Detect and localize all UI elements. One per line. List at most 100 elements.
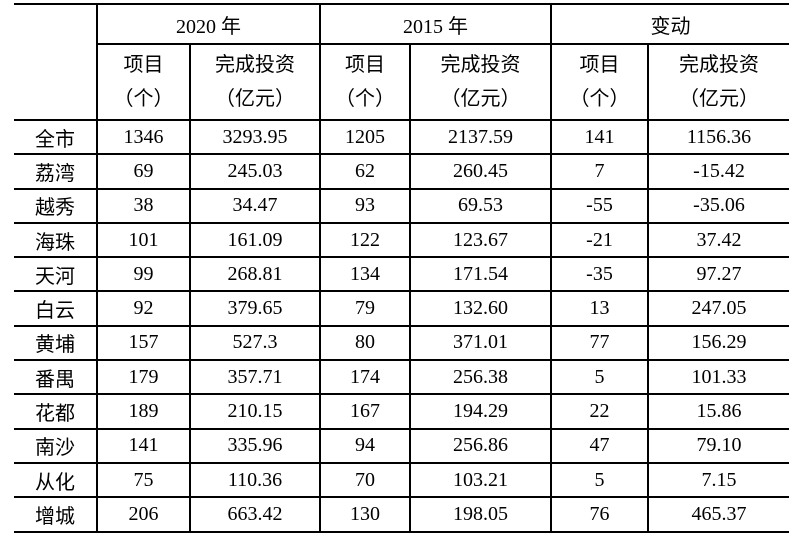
value-cell: 132.60 xyxy=(409,290,552,327)
value-cell: 157 xyxy=(96,324,191,362)
table-row: 荔湾 69 245.03 62 260.45 7 -15.42 xyxy=(14,153,789,190)
value-cell: 69 xyxy=(96,153,191,190)
value-cell: 69.53 xyxy=(409,187,552,224)
value-cell: 1156.36 xyxy=(647,118,789,156)
value-cell: 76 xyxy=(550,496,649,533)
header-investment-unit: （亿元） xyxy=(440,88,521,110)
table-row: 增城 206 663.42 130 198.05 76 465.37 xyxy=(14,496,789,533)
value-cell: 357.71 xyxy=(189,359,321,396)
value-cell: 371.01 xyxy=(409,324,552,362)
corner-cell xyxy=(14,3,98,121)
value-cell: 94 xyxy=(319,427,411,464)
header-projects-line1: 项目 xyxy=(345,54,385,76)
value-cell: 99 xyxy=(96,256,191,293)
header-investment-unit: （亿元） xyxy=(679,88,759,110)
table-row: 天河 99 268.81 134 171.54 -35 97.27 xyxy=(14,256,789,293)
value-cell: 1346 xyxy=(96,118,191,156)
value-cell: 379.65 xyxy=(189,290,321,327)
header-investment-line1: 完成投资 xyxy=(440,54,521,76)
header-investment-unit: （亿元） xyxy=(215,88,295,110)
value-cell: 194.29 xyxy=(409,393,552,430)
value-cell: 80 xyxy=(319,324,411,362)
year-header-row: 2020 年 2015 年 变动 xyxy=(14,3,789,121)
value-cell: 171.54 xyxy=(409,256,552,293)
region-label: 天河 xyxy=(14,256,98,293)
value-cell: 22 xyxy=(550,393,649,430)
value-cell: 198.05 xyxy=(409,496,552,533)
value-cell: 70 xyxy=(319,461,411,499)
value-cell: 97.27 xyxy=(647,256,789,293)
region-label: 荔湾 xyxy=(14,153,98,190)
header-investment-line1: 完成投资 xyxy=(215,54,295,76)
table-row: 番禺 179 357.71 174 256.38 5 101.33 xyxy=(14,359,789,396)
value-cell: 134 xyxy=(319,256,411,293)
value-cell: -35.06 xyxy=(647,187,789,224)
region-label: 越秀 xyxy=(14,187,98,224)
header-projects-change: 项目 （个） xyxy=(550,43,649,121)
header-projects-line1: 项目 xyxy=(123,54,164,76)
value-cell: -55 xyxy=(550,187,649,224)
value-cell: 92 xyxy=(96,290,191,327)
value-cell: 174 xyxy=(319,359,411,396)
value-cell: 3293.95 xyxy=(189,118,321,156)
value-cell: 179 xyxy=(96,359,191,396)
value-cell: -21 xyxy=(550,221,649,259)
value-cell: 210.15 xyxy=(189,393,321,430)
sub-header-row: 项目 （个） 完成投资 （亿元） 项目 （个） 完成投资 （亿元） 项目 （个）… xyxy=(14,43,789,121)
value-cell: 13 xyxy=(550,290,649,327)
table-row: 南沙 141 335.96 94 256.86 47 79.10 xyxy=(14,427,789,464)
region-label: 全市 xyxy=(14,118,98,156)
value-cell: 256.38 xyxy=(409,359,552,396)
value-cell: 122 xyxy=(319,221,411,259)
value-cell: -35 xyxy=(550,256,649,293)
header-projects-unit: （个） xyxy=(569,88,630,110)
header-projects-2015: 项目 （个） xyxy=(319,43,411,121)
header-projects-unit: （个） xyxy=(113,88,174,110)
table-header: 2020 年 2015 年 变动 项目 （个） 完成投资 （亿元） 项目 （个）… xyxy=(14,3,789,121)
value-cell: -15.42 xyxy=(647,153,789,190)
value-cell: 123.67 xyxy=(409,221,552,259)
value-cell: 527.3 xyxy=(189,324,321,362)
value-cell: 101.33 xyxy=(647,359,789,396)
value-cell: 110.36 xyxy=(189,461,321,499)
header-projects-line1: 项目 xyxy=(579,54,620,76)
value-cell: 161.09 xyxy=(189,221,321,259)
value-cell: 268.81 xyxy=(189,256,321,293)
value-cell: 62 xyxy=(319,153,411,190)
region-label: 南沙 xyxy=(14,427,98,464)
table-row: 黄埔 157 527.3 80 371.01 77 156.29 xyxy=(14,324,789,362)
value-cell: 141 xyxy=(96,427,191,464)
column-group-2015: 2015 年 xyxy=(319,3,552,45)
value-cell: 130 xyxy=(319,496,411,533)
table-row: 白云 92 379.65 79 132.60 13 247.05 xyxy=(14,290,789,327)
value-cell: 37.42 xyxy=(647,221,789,259)
table-row: 全市 1346 3293.95 1205 2137.59 141 1156.36 xyxy=(14,118,789,156)
value-cell: 47 xyxy=(550,427,649,464)
header-investment-line1: 完成投资 xyxy=(679,54,759,76)
region-label: 从化 xyxy=(14,461,98,499)
region-label: 白云 xyxy=(14,290,98,327)
value-cell: 245.03 xyxy=(189,153,321,190)
value-cell: 79.10 xyxy=(647,427,789,464)
column-group-2020: 2020 年 xyxy=(96,3,321,45)
value-cell: 103.21 xyxy=(409,461,552,499)
value-cell: 465.37 xyxy=(647,496,789,533)
region-label: 花都 xyxy=(14,393,98,430)
value-cell: 34.47 xyxy=(189,187,321,224)
header-investment-2020: 完成投资 （亿元） xyxy=(189,43,321,121)
value-cell: 15.86 xyxy=(647,393,789,430)
header-investment-change: 完成投资 （亿元） xyxy=(647,43,789,121)
value-cell: 75 xyxy=(96,461,191,499)
value-cell: 256.86 xyxy=(409,427,552,464)
column-group-change: 变动 xyxy=(550,3,789,45)
value-cell: 101 xyxy=(96,221,191,259)
table-body: 全市 1346 3293.95 1205 2137.59 141 1156.36 荔湾 69 24… xyxy=(14,118,789,533)
header-projects-2020: 项目 （个） xyxy=(97,43,191,121)
value-cell: 77 xyxy=(550,324,649,362)
value-cell: 247.05 xyxy=(647,290,789,327)
value-cell: 206 xyxy=(96,496,191,533)
region-label: 黄埔 xyxy=(14,324,98,362)
value-cell: 663.42 xyxy=(189,496,321,533)
value-cell: 335.96 xyxy=(189,427,321,464)
table-row: 海珠 101 161.09 122 123.67 -21 37.42 xyxy=(14,221,789,259)
